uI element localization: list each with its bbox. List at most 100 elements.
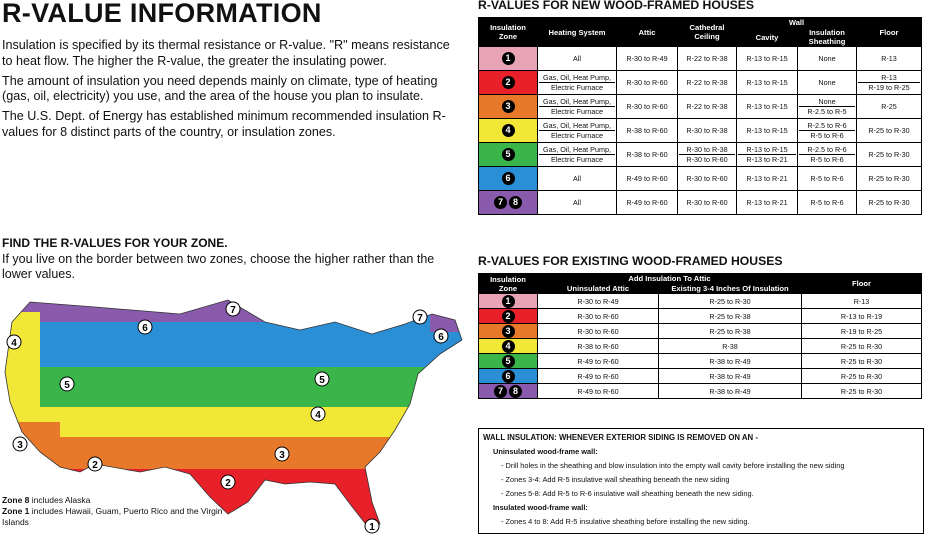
zone-cell: 1 (478, 293, 538, 309)
svg-text:4: 4 (315, 410, 321, 421)
cavity-cell: R-13 to R-15 (736, 46, 798, 71)
sheathing-cell: None R-2.5 to R-5 (797, 94, 857, 119)
zone-cell: 2 (478, 70, 538, 95)
zone-cell: 5 (478, 353, 538, 369)
zone-badge: 7 (494, 196, 507, 209)
floor-cell: R-25 to R-30 (801, 383, 922, 399)
wall-instruction: - Drill holes in the sheathing and blow … (501, 461, 845, 470)
header-cathedral: Cathedral Ceiling (677, 17, 737, 47)
floor-cell: R-25 to R-30 (856, 142, 922, 167)
new-houses-title: R-VALUES FOR NEW WOOD-FRAMED HOUSES (478, 0, 755, 12)
heating-cell: Gas, Oil, Heat Pump, Electric Furnace (537, 94, 617, 119)
zone5-region (5, 367, 462, 407)
uninsulated-attic-cell: R-49 to R-60 (537, 368, 659, 384)
existing-houses-table: Insulation Zone Add Insulation To Attic … (478, 273, 922, 399)
map-label-3: 3 (12, 436, 28, 452)
zone-cell: 7 8 (478, 190, 538, 215)
uninsulated-attic-cell: R-49 to R-60 (537, 383, 659, 399)
sheathing-cell: None (797, 46, 857, 71)
cavity-cell: R-13 to R-15 (736, 70, 798, 95)
floor-cell: R-25 to R-30 (856, 118, 922, 143)
svg-text:3: 3 (17, 440, 23, 451)
header-sheathing: Insulation Sheathing (797, 27, 857, 47)
svg-text:4: 4 (11, 338, 17, 349)
existing-insulation-cell: R-25 to R-38 (658, 323, 802, 339)
map-label-7: 7 (412, 309, 428, 325)
right-panel: R-VALUES FOR NEW WOOD-FRAMED HOUSES Insu… (476, 0, 926, 535)
intro-paragraph: The U.S. Dept. of Energy has established… (2, 109, 446, 139)
zone-badge: 2 (501, 76, 515, 89)
map-label-6: 6 (433, 328, 449, 344)
table-row: 2 Gas, Oil, Heat Pump, Electric Furnace R-3… (478, 70, 922, 95)
heating-cell: Gas, Oil, Heat Pump, Electric Furnace (537, 142, 617, 167)
zone-badge: 6 (501, 369, 515, 383)
cathedral-cell: R-22 to R-38 (677, 70, 737, 95)
existing-houses-title: R-VALUES FOR EXISTING WOOD-FRAMED HOUSES (478, 254, 783, 268)
cathedral-cell: R-22 to R-38 (677, 94, 737, 119)
header-existing-insulation: Existing 3-4 Inches Of Insulation (658, 283, 802, 294)
heating-cell: All (537, 190, 617, 215)
zone-cell: 6 (478, 166, 538, 191)
floor-cell: R-13 (801, 293, 922, 309)
header-floor: Floor (801, 273, 922, 294)
intro-text: Insulation is specified by its thermal r… (2, 38, 452, 145)
sheathing-cell: R-5 to R-6 (797, 166, 857, 191)
wall-instruction: - Zones 3-4: Add R-5 insulative wall she… (501, 475, 730, 484)
attic-cell: R-30 to R-49 (616, 46, 678, 71)
zone8-note-label: Zone 8 (2, 495, 30, 505)
table-row: 3 R-30 to R-60 R-25 to R-38 R-19 to R-25 (478, 323, 922, 339)
svg-text:3: 3 (279, 450, 285, 461)
zone-cell: 3 (478, 94, 538, 119)
zone-badge: 7 (494, 384, 507, 398)
heating-cell: Gas, Oil, Heat Pump, Electric Furnace (537, 118, 617, 143)
table-row: 4 Gas, Oil, Heat Pump, Electric Furnace R-3… (478, 118, 922, 143)
map-label-2: 2 (87, 456, 103, 472)
zone-badge: 5 (501, 354, 515, 368)
table-row: 5 Gas, Oil, Heat Pump, Electric Furnace R-3… (478, 142, 922, 167)
page-title: R-VALUE INFORMATION (2, 0, 322, 28)
existing-insulation-cell: R-38 (658, 338, 802, 354)
zone-badge: 8 (509, 196, 522, 209)
insulated-wall-label: Insulated wood-frame wall: (493, 503, 588, 512)
floor-cell: R-25 to R-30 (801, 368, 922, 384)
map-label-4: 4 (6, 334, 22, 350)
floor-cell: R-25 (856, 94, 922, 119)
attic-cell: R-38 to R-60 (616, 142, 678, 167)
sheathing-cell: R-2.5 to R-6 R-5 to R-6 (797, 142, 857, 167)
zone-cell: 7 8 (478, 383, 538, 399)
find-zone-text: If you live on the border between two zo… (2, 251, 435, 282)
map-label-7: 7 (225, 301, 241, 317)
zone1-note-label: Zone 1 (2, 506, 30, 516)
uninsulated-wall-label: Uninsulated wood-frame wall: (493, 447, 598, 456)
cavity-cell: R-13 to R-15 (736, 94, 798, 119)
cavity-cell: R-13 to R-21 (736, 166, 798, 191)
zone-badge: 1 (501, 52, 515, 65)
map-label-4: 4 (310, 406, 326, 422)
sheathing-cell: R-5 to R-6 (797, 190, 857, 215)
header-zone: Insulation Zone (478, 17, 538, 47)
map-label-5: 5 (59, 376, 75, 392)
left-panel: R-VALUE INFORMATION Insulation is specif… (2, 0, 463, 534)
table-row: 1 All R-30 to R-49 R-22 to R-38 R-13 to R-15… (478, 46, 922, 71)
table-row: 6 All R-49 to R-60 R-30 to R-60 R-13 to R-21… (478, 166, 922, 191)
cathedral-cell: R-30 to R-38 (677, 118, 737, 143)
svg-text:7: 7 (230, 305, 236, 316)
uninsulated-attic-cell: R-30 to R-49 (537, 293, 659, 309)
svg-text:6: 6 (438, 332, 444, 343)
table-row: 7 8 All R-49 to R-60 R-30 to R-60 R-13 to R-… (478, 190, 922, 215)
zone-cell: 5 (478, 142, 538, 167)
cavity-cell: R-13 to R-21 (736, 190, 798, 215)
table-row: 5 R-49 to R-60 R-38 to R-49 R-25 to R-30 (478, 353, 922, 369)
zone-badge: 2 (501, 309, 515, 323)
cathedral-cell: R-30 to R-60 (677, 190, 737, 215)
sheathing-cell: None (797, 70, 857, 95)
uninsulated-attic-cell: R-30 to R-60 (537, 308, 659, 324)
svg-text:6: 6 (142, 323, 148, 334)
zone-badge: 1 (501, 294, 515, 308)
table-row: 6 R-49 to R-60 R-38 to R-49 R-25 to R-30 (478, 368, 922, 384)
uninsulated-attic-cell: R-30 to R-60 (537, 323, 659, 339)
attic-cell: R-30 to R-60 (616, 70, 678, 95)
map-label-6: 6 (137, 319, 153, 335)
floor-cell: R-25 to R-30 (856, 166, 922, 191)
find-zone-section: FIND THE R-VALUES FOR YOUR ZONE. If you … (2, 236, 462, 283)
